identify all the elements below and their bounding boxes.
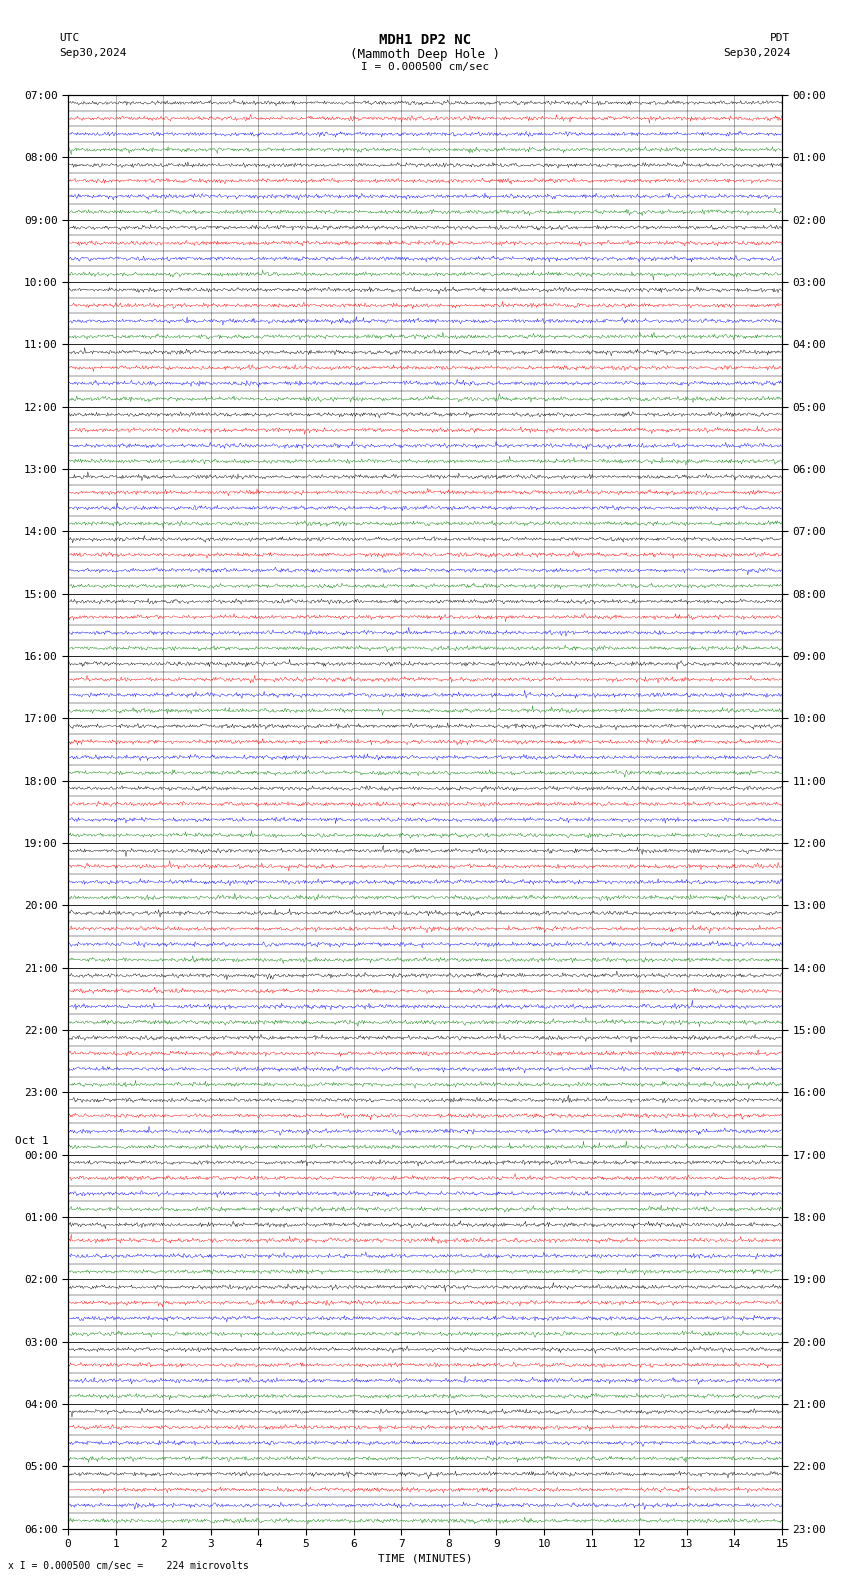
Text: I = 0.000500 cm/sec: I = 0.000500 cm/sec: [361, 62, 489, 71]
Text: (Mammoth Deep Hole ): (Mammoth Deep Hole ): [350, 48, 500, 60]
Text: x I = 0.000500 cm/sec =    224 microvolts: x I = 0.000500 cm/sec = 224 microvolts: [8, 1562, 249, 1571]
Text: UTC: UTC: [60, 33, 80, 43]
Text: MDH1 DP2 NC: MDH1 DP2 NC: [379, 33, 471, 48]
Text: Oct 1: Oct 1: [15, 1136, 49, 1147]
Text: Sep30,2024: Sep30,2024: [723, 48, 791, 57]
Text: Sep30,2024: Sep30,2024: [60, 48, 127, 57]
Text: PDT: PDT: [770, 33, 790, 43]
X-axis label: TIME (MINUTES): TIME (MINUTES): [377, 1554, 473, 1563]
